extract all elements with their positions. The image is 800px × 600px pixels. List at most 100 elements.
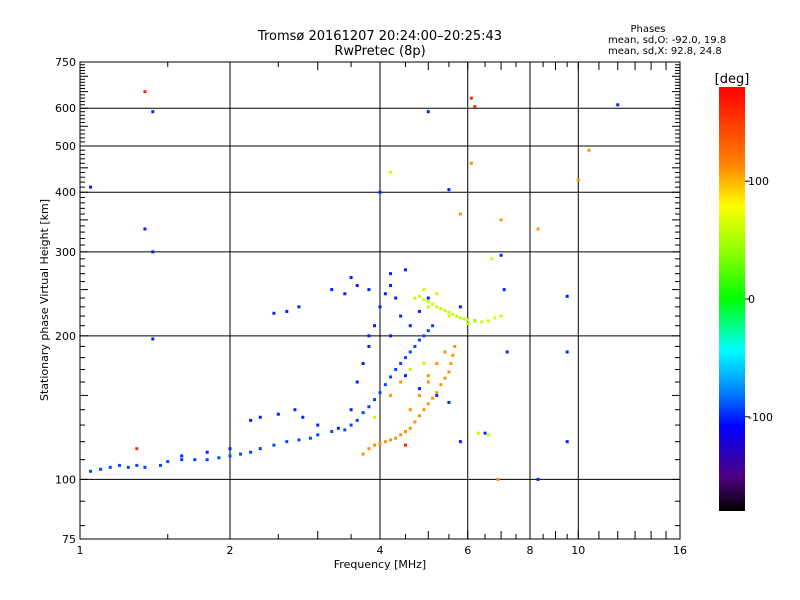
point-s3-8 <box>447 310 451 314</box>
colorbar-tick-label--100: -100 <box>748 411 773 424</box>
point-s1-28 <box>367 334 371 338</box>
point-s1-32 <box>435 393 439 397</box>
point-s3-4 <box>431 302 435 306</box>
point-s2-28 <box>399 380 403 384</box>
point-s1-52 <box>616 103 620 107</box>
point-s0-27 <box>367 405 371 409</box>
point-s1-18 <box>394 296 398 300</box>
point-s3-23 <box>435 292 439 296</box>
x-tick-label-16: 16 <box>673 544 687 557</box>
point-s0-8 <box>166 460 170 464</box>
point-s1-9 <box>336 426 340 430</box>
point-s2-26 <box>417 393 421 397</box>
point-s0-10 <box>193 458 197 462</box>
point-s1-57 <box>502 288 506 292</box>
point-s1-54 <box>458 305 462 309</box>
point-s0-9 <box>180 458 184 462</box>
point-s0-23 <box>343 428 347 432</box>
point-s1-46 <box>378 190 382 194</box>
colorbar-tick-label-100: 100 <box>748 175 769 188</box>
point-s0-16 <box>258 447 262 451</box>
point-s0-0 <box>89 469 93 473</box>
point-s1-12 <box>361 361 365 365</box>
point-s1-50 <box>565 440 569 444</box>
point-s2-2 <box>373 443 377 447</box>
y-tick-label-600: 600 <box>55 102 76 115</box>
point-s2-22 <box>426 374 430 378</box>
point-s3-22 <box>422 288 426 292</box>
point-s1-49 <box>565 350 569 354</box>
point-s1-41 <box>151 250 155 254</box>
point-s1-20 <box>408 324 412 328</box>
point-s1-26 <box>389 272 393 276</box>
point-s1-45 <box>426 110 430 114</box>
phase-line-x: mean, sd,X: 92.8, 24.8 <box>608 46 722 57</box>
point-s1-22 <box>426 296 430 300</box>
point-s4-1 <box>469 96 473 100</box>
point-s0-7 <box>158 463 162 467</box>
x-tick-label-2: 2 <box>227 544 234 557</box>
point-s1-3 <box>249 418 253 422</box>
point-s1-19 <box>399 314 403 318</box>
point-s0-33 <box>399 361 403 365</box>
point-s1-30 <box>403 374 407 378</box>
y-tick-label-750: 750 <box>55 56 76 69</box>
point-s2-8 <box>403 430 407 434</box>
point-s2-11 <box>417 414 421 418</box>
point-s0-39 <box>426 329 430 333</box>
point-s2-21 <box>453 344 457 348</box>
point-s2-0 <box>361 452 365 456</box>
y-axis-label: Stationary phase Virtual Height [km] <box>38 199 51 401</box>
chart-title: Tromsø 20161207 20:24:00–20:25:43 <box>257 29 502 44</box>
point-s2-17 <box>443 376 447 380</box>
point-s2-20 <box>451 353 455 357</box>
y-tick-labels: 75 100 200 300 400 500 600 750 <box>55 56 76 546</box>
point-s1-16 <box>383 292 387 296</box>
point-s2-34 <box>536 227 540 231</box>
point-s2-5 <box>389 438 393 442</box>
point-s1-13 <box>367 344 371 348</box>
y-tick-label-75: 75 <box>62 533 76 546</box>
point-s0-40 <box>431 324 435 328</box>
point-s1-27 <box>403 268 407 272</box>
point-s3-15 <box>480 320 484 324</box>
point-s0-37 <box>417 338 421 342</box>
point-s3-17 <box>493 316 497 320</box>
point-s1-10 <box>349 408 353 412</box>
point-s2-7 <box>399 433 403 437</box>
point-s0-2 <box>108 465 112 469</box>
point-s0-22 <box>330 430 334 434</box>
point-s2-29 <box>389 393 393 397</box>
point-s2-19 <box>449 361 453 365</box>
point-s0-13 <box>228 454 232 458</box>
phase-line-o: mean, sd,O: -92.0, 19.8 <box>608 35 726 46</box>
data-points <box>89 90 620 481</box>
point-s3-13 <box>466 318 470 322</box>
point-s3-19 <box>426 305 430 309</box>
point-s0-25 <box>355 418 359 422</box>
point-s0-24 <box>349 423 353 427</box>
colorbar <box>719 87 745 511</box>
point-s1-25 <box>367 288 371 292</box>
point-s1-23 <box>349 276 353 280</box>
point-s3-18 <box>499 314 503 318</box>
point-s1-38 <box>330 288 334 292</box>
point-s1-37 <box>297 305 301 309</box>
axis-ticks <box>79 61 681 539</box>
point-s0-26 <box>361 411 365 415</box>
point-s2-1 <box>367 447 371 451</box>
point-s1-44 <box>143 227 147 231</box>
x-tick-label-4: 4 <box>377 544 384 557</box>
chart-subtitle: RwPretec (8p) <box>334 44 425 59</box>
point-s2-31 <box>499 218 503 222</box>
point-s1-7 <box>301 415 305 419</box>
point-s1-0 <box>180 454 184 458</box>
x-axis-label: Frequency [MHz] <box>334 558 426 571</box>
point-s0-18 <box>285 440 289 444</box>
point-s2-23 <box>435 361 439 365</box>
point-s0-11 <box>205 458 209 462</box>
point-s2-36 <box>458 212 462 216</box>
point-s0-29 <box>378 391 382 395</box>
x-tick-label-1: 1 <box>77 544 84 557</box>
